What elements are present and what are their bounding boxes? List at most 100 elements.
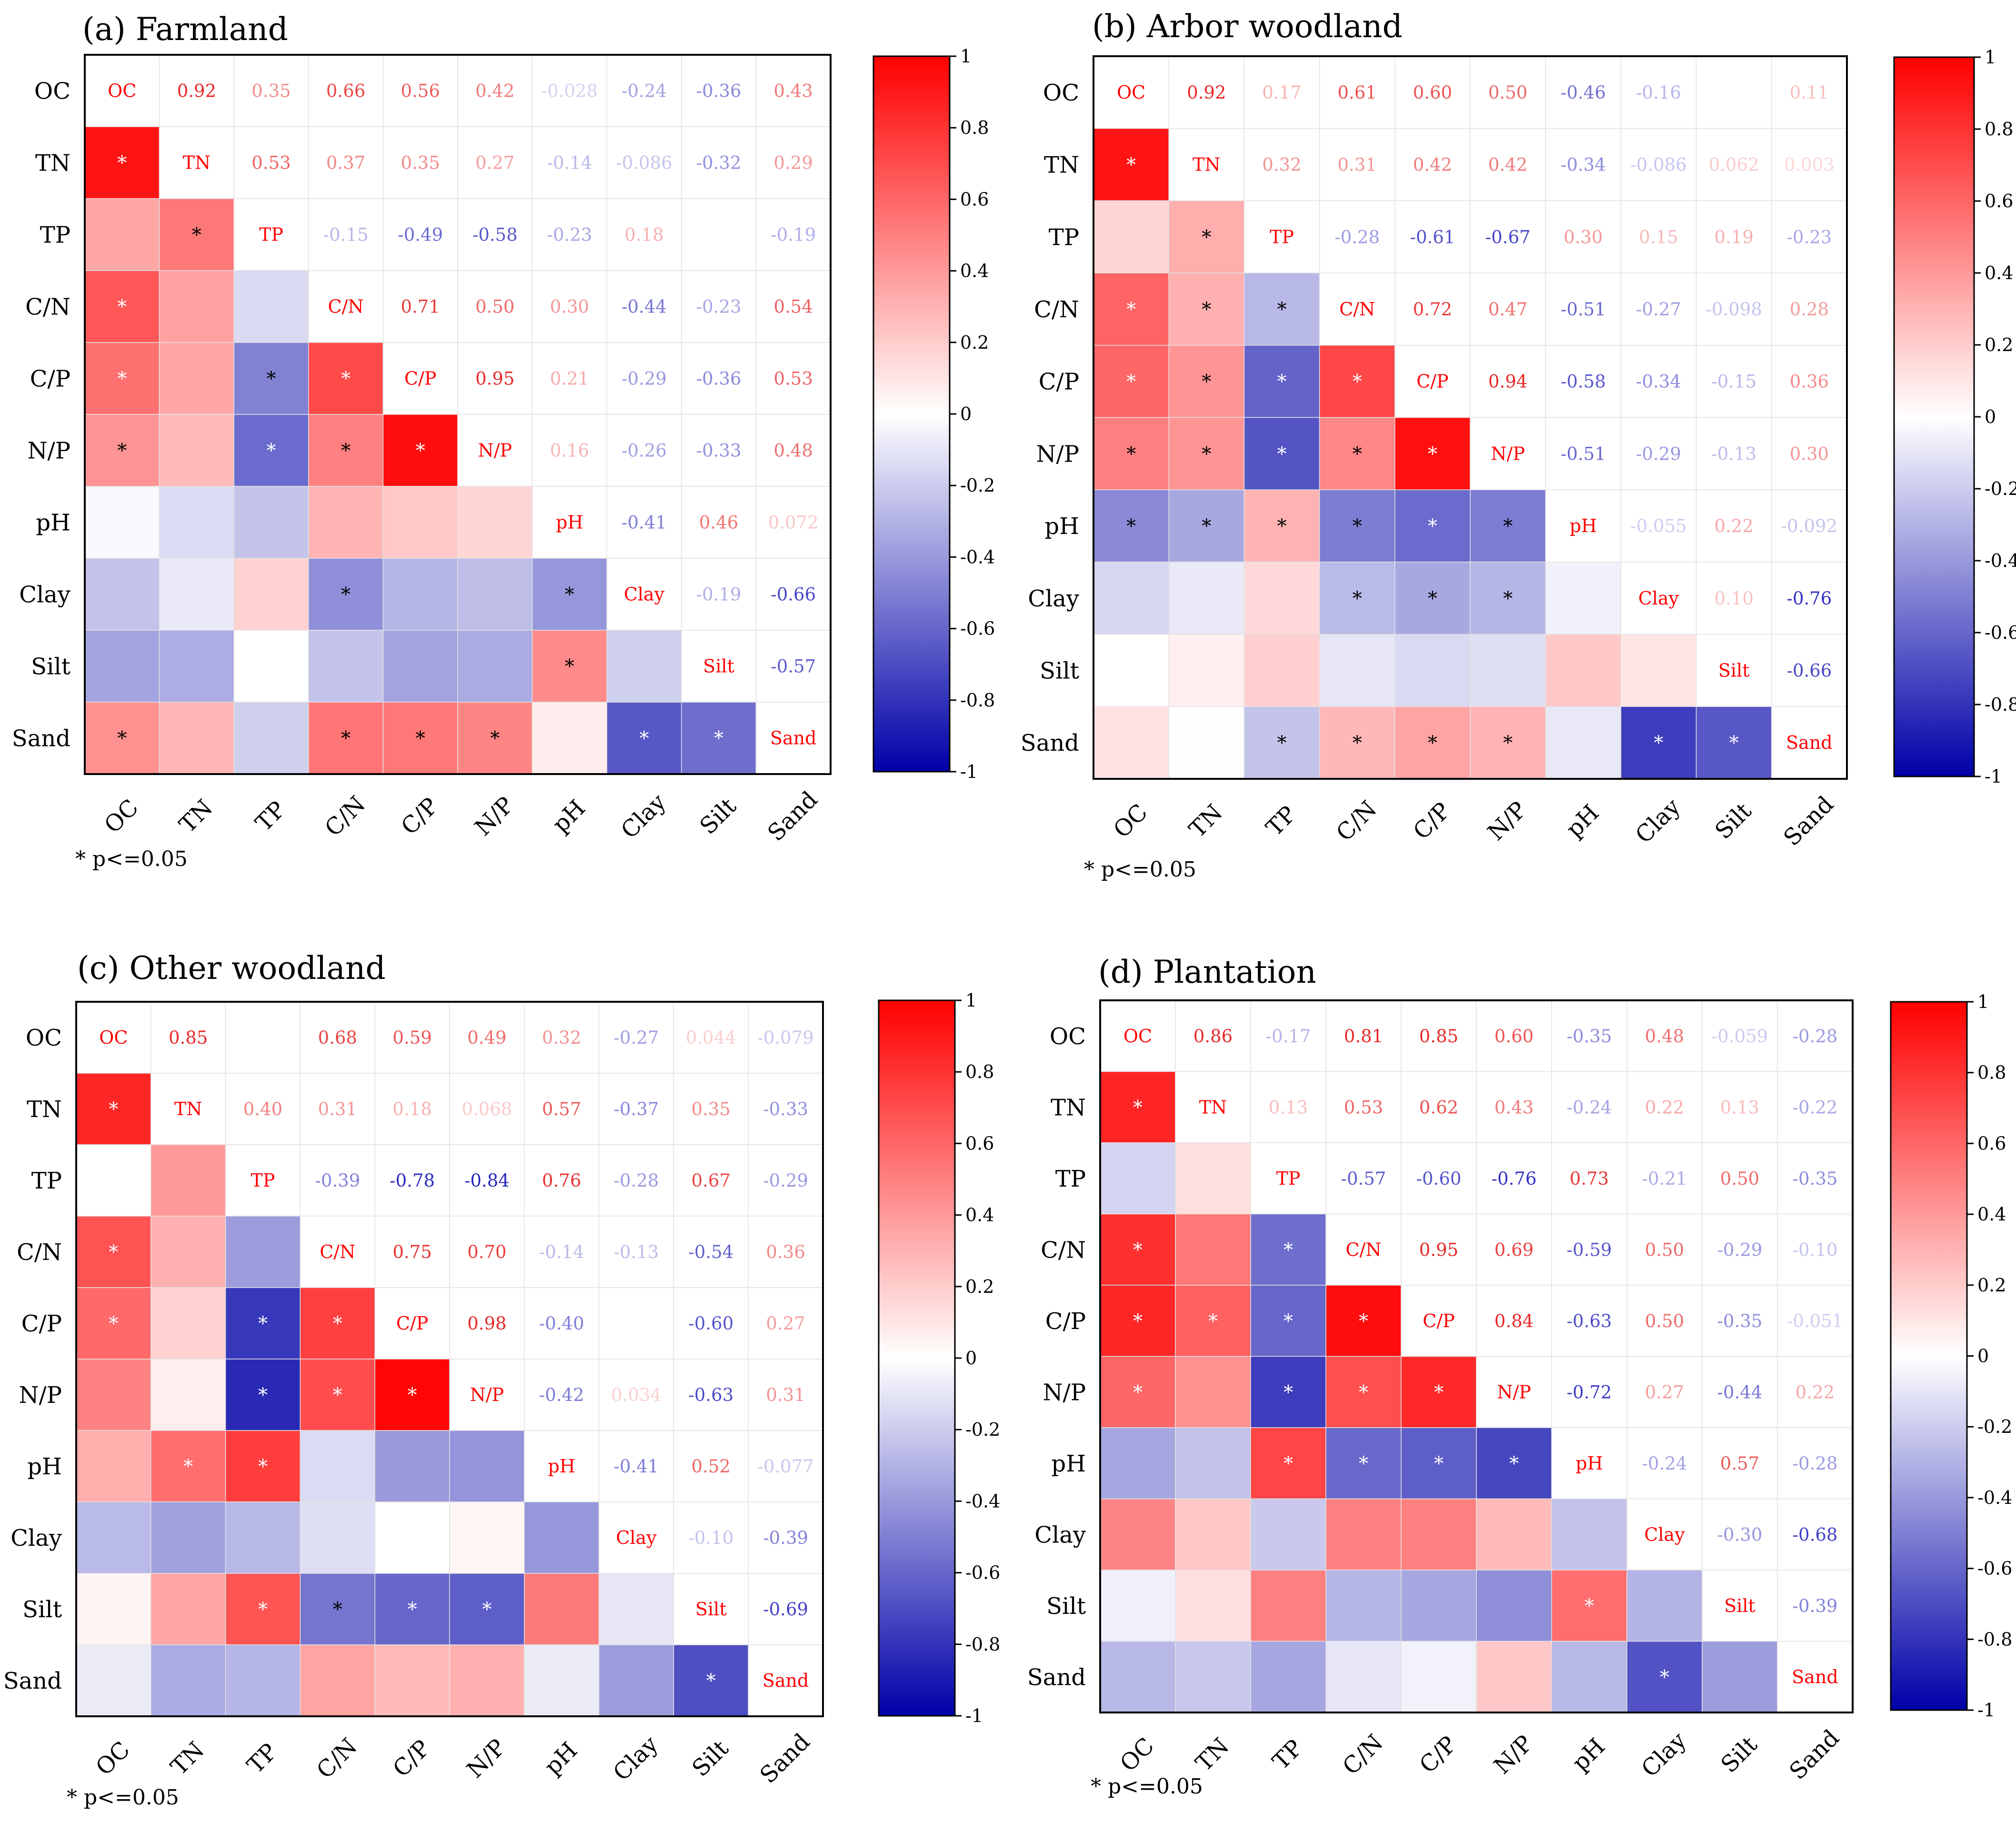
significance-mark: * bbox=[1208, 1310, 1218, 1332]
colorbar-tick-label: -0.6 bbox=[1977, 1558, 2012, 1579]
colorbar-tick-label: 0.6 bbox=[965, 1133, 994, 1154]
heatmap-cell bbox=[300, 1501, 375, 1574]
correlation-value: -0.24 bbox=[1642, 1453, 1687, 1474]
correlation-value: -0.086 bbox=[616, 153, 672, 173]
heatmap-cell bbox=[1244, 562, 1320, 635]
significance-mark: * bbox=[1428, 443, 1437, 465]
significance-mark: * bbox=[1284, 1239, 1293, 1261]
heatmap-cell bbox=[1168, 634, 1245, 707]
diagonal-label: N/P bbox=[470, 1384, 504, 1405]
heatmap-cell bbox=[225, 1073, 301, 1145]
heatmap-cell bbox=[76, 1144, 151, 1217]
heatmap-cell bbox=[748, 1501, 823, 1574]
heatmap-cell bbox=[382, 342, 458, 415]
correlation-value: -0.58 bbox=[1561, 372, 1606, 392]
heatmap-cell bbox=[1551, 1498, 1627, 1571]
correlation-value: -0.36 bbox=[696, 369, 742, 389]
heatmap-cell bbox=[1319, 634, 1395, 707]
heatmap-cell bbox=[598, 1287, 674, 1360]
row-label: TP bbox=[1049, 224, 1079, 251]
heatmap-cell bbox=[1620, 634, 1697, 707]
correlation-value: 0.42 bbox=[1413, 155, 1452, 175]
heatmap-cell bbox=[159, 702, 234, 775]
diagonal-label: Sand bbox=[762, 1670, 809, 1691]
row-label: Clay bbox=[19, 582, 70, 608]
row-label: pH bbox=[36, 510, 70, 536]
significance-mark: * bbox=[109, 1098, 118, 1120]
diagonal-label: Sand bbox=[1792, 1666, 1838, 1687]
heatmap-cell bbox=[1244, 634, 1320, 707]
colorbar-tick-label: 0.2 bbox=[960, 332, 989, 353]
correlation-value: -0.23 bbox=[696, 297, 742, 317]
correlation-value: -0.28 bbox=[614, 1170, 659, 1191]
diagonal-label: Sand bbox=[770, 728, 817, 749]
heatmap-cell bbox=[598, 1001, 674, 1074]
significance-mark: * bbox=[1503, 588, 1513, 610]
heatmap-cell bbox=[1394, 706, 1471, 779]
heatmap-cell bbox=[159, 126, 234, 199]
heatmap-cell bbox=[1771, 417, 1847, 490]
heatmap-cell bbox=[1175, 1427, 1251, 1500]
significance-mark: * bbox=[565, 584, 574, 606]
heatmap-cell bbox=[76, 1501, 151, 1574]
colorbar-tick-label: 0.8 bbox=[1977, 1062, 2006, 1083]
heatmap-cell bbox=[374, 1073, 450, 1145]
heatmap-cell bbox=[1476, 1641, 1552, 1713]
correlation-value: -0.33 bbox=[696, 441, 742, 461]
heatmap-frame bbox=[1093, 55, 1848, 780]
heatmap-cell bbox=[225, 1501, 301, 1574]
correlation-value: -0.34 bbox=[1636, 372, 1681, 392]
heatmap-cell bbox=[300, 1216, 375, 1288]
significance-mark: * bbox=[117, 440, 127, 462]
column-label: TP bbox=[1261, 801, 1302, 841]
heatmap-cell bbox=[606, 54, 682, 127]
correlation-value: -0.24 bbox=[622, 81, 667, 101]
heatmap-cell bbox=[1175, 1000, 1251, 1072]
heatmap-cell bbox=[449, 1216, 525, 1288]
heatmap-cell bbox=[524, 1359, 600, 1431]
correlation-value: 0.22 bbox=[1645, 1097, 1684, 1118]
heatmap-cell bbox=[382, 630, 458, 703]
heatmap-cell bbox=[1100, 1641, 1176, 1713]
heatmap-cell bbox=[1470, 56, 1546, 129]
significance-mark: * bbox=[117, 152, 127, 174]
heatmap-cell bbox=[382, 702, 458, 775]
column-label: Sand bbox=[762, 786, 823, 846]
colorbar-tick-label: 0.8 bbox=[960, 117, 989, 138]
heatmap-cell bbox=[1319, 706, 1395, 779]
heatmap-cell bbox=[1545, 417, 1622, 490]
diagonal-label: pH bbox=[556, 512, 583, 533]
row-label: Clay bbox=[10, 1525, 62, 1551]
heatmap-cell bbox=[1394, 128, 1471, 201]
heatmap-cell bbox=[308, 486, 384, 559]
correlation-value: 0.30 bbox=[1564, 227, 1603, 247]
heatmap-cell bbox=[300, 1287, 375, 1360]
colorbar-tick-label: -0.8 bbox=[965, 1634, 1000, 1655]
correlation-value: -0.34 bbox=[1561, 155, 1606, 175]
heatmap-cell bbox=[308, 342, 384, 415]
heatmap-cell bbox=[748, 1644, 823, 1717]
heatmap-cell bbox=[1476, 1498, 1552, 1571]
colorbar-tick-label: -1 bbox=[1977, 1700, 1995, 1721]
row-label: pH bbox=[1051, 1450, 1086, 1477]
colorbar-tick-label: 0.8 bbox=[1985, 119, 2013, 140]
significance-mark: * bbox=[333, 1384, 342, 1406]
correlation-value: -0.54 bbox=[688, 1242, 733, 1262]
diagonal-label: C/N bbox=[1345, 1239, 1381, 1260]
diagonal-label: C/P bbox=[404, 368, 436, 389]
heatmap-cell bbox=[681, 414, 757, 487]
row-label: TN bbox=[35, 150, 70, 177]
correlation-value: 0.92 bbox=[177, 81, 216, 101]
heatmap-cell bbox=[1093, 200, 1169, 273]
significance-mark: * bbox=[1359, 1453, 1368, 1475]
heatmap-cell bbox=[1100, 1356, 1176, 1428]
colorbar-tick-label: 0.6 bbox=[1977, 1133, 2006, 1154]
heatmap-cell bbox=[1093, 562, 1169, 635]
heatmap-cell bbox=[457, 414, 533, 487]
heatmap-cell bbox=[598, 1216, 674, 1288]
correlation-value: 0.48 bbox=[1645, 1026, 1684, 1047]
heatmap-cell bbox=[233, 702, 309, 775]
correlation-value: 0.92 bbox=[1187, 82, 1226, 103]
diagonal-label: TP bbox=[259, 224, 283, 245]
column-label: pH bbox=[547, 795, 591, 838]
